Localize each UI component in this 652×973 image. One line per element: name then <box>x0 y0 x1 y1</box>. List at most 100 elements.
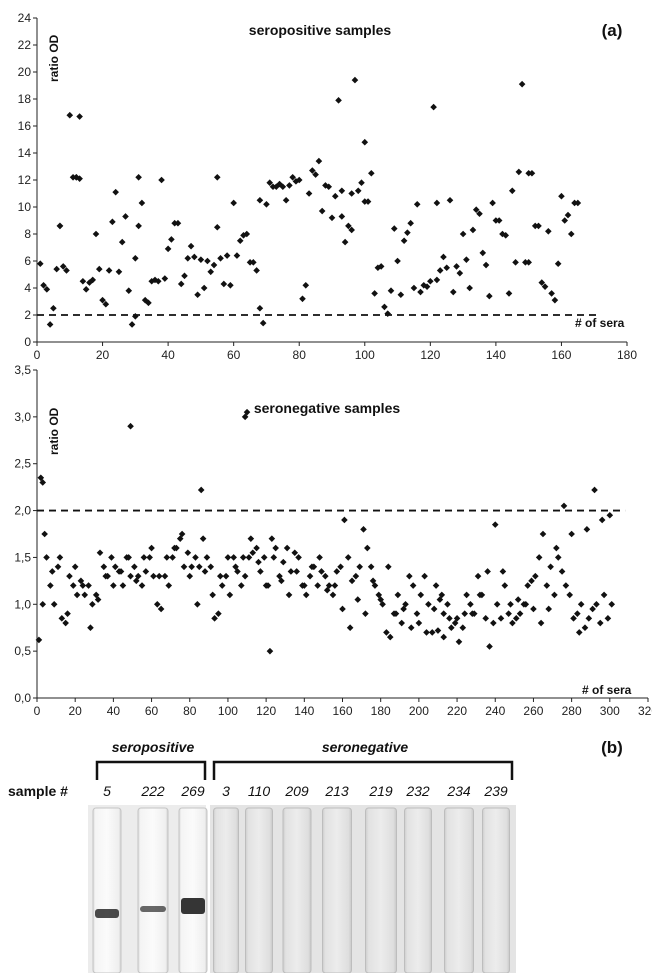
data-point <box>35 636 43 644</box>
y-tick-label: 24 <box>18 11 32 25</box>
data-point <box>574 610 581 617</box>
data-point <box>95 265 103 273</box>
data-point <box>490 619 497 627</box>
data-point <box>37 474 45 482</box>
data-point <box>76 113 83 120</box>
data-point <box>43 554 50 561</box>
data-point <box>73 174 80 181</box>
data-point <box>398 619 405 627</box>
data-point <box>358 179 365 186</box>
data-point <box>440 633 447 641</box>
data-point <box>187 242 195 250</box>
x-tick-label: 100 <box>355 348 375 362</box>
data-point <box>164 245 172 253</box>
data-point <box>62 619 69 627</box>
blot-strip <box>482 807 510 973</box>
data-point <box>168 236 175 243</box>
sample-number: 219 <box>368 783 393 799</box>
y-tick-label: 6 <box>24 254 31 268</box>
data-point <box>608 600 616 608</box>
data-point <box>562 582 570 589</box>
data-point <box>394 257 401 265</box>
data-point <box>585 615 593 622</box>
data-point <box>283 544 291 552</box>
data-point <box>390 225 398 232</box>
data-point <box>577 600 585 608</box>
group-label-seropositive: seropositive <box>112 739 195 755</box>
data-point <box>532 572 539 580</box>
data-point <box>397 291 405 299</box>
data-point <box>230 199 237 207</box>
data-point <box>467 600 474 608</box>
data-point <box>561 217 569 224</box>
data-point <box>125 554 132 561</box>
data-point <box>566 591 574 599</box>
data-point <box>479 249 487 257</box>
x-tick-label: 160 <box>551 348 571 362</box>
data-point <box>289 174 296 181</box>
data-point <box>596 619 604 627</box>
x-tick-label: 60 <box>227 348 241 362</box>
x-tick-group: 0 20 40 60 80 100 120 140 160 180 <box>34 342 637 362</box>
x-tick-label: 140 <box>294 704 314 718</box>
data-point <box>63 267 70 274</box>
data-point <box>404 229 411 236</box>
panel-label-a: (a) <box>602 21 623 40</box>
x-tick-label: 0 <box>34 704 41 718</box>
data-point <box>259 319 267 327</box>
data-point <box>394 591 402 599</box>
x-tick-label: 100 <box>218 704 238 718</box>
data-point <box>151 276 159 284</box>
y-tick-label: 22 <box>18 38 32 52</box>
data-point <box>207 563 215 571</box>
data-point <box>525 259 532 266</box>
data-point <box>256 304 264 312</box>
data-point <box>516 610 524 617</box>
data-point <box>81 591 89 599</box>
data-point <box>260 554 268 561</box>
data-point <box>209 591 216 599</box>
data-point <box>92 230 100 238</box>
x-tick-label: 80 <box>293 348 307 362</box>
x-tick-label: 60 <box>145 704 159 718</box>
data-point <box>518 80 526 88</box>
data-point <box>598 516 606 524</box>
data-point <box>371 290 378 297</box>
data-point <box>427 277 434 285</box>
data-point <box>384 310 392 317</box>
data-point <box>567 230 575 238</box>
x-tick-label: 280 <box>562 704 582 718</box>
data-point <box>420 282 428 289</box>
data-point <box>338 187 346 195</box>
data-point <box>234 568 241 575</box>
data-point <box>203 554 211 561</box>
data-point <box>43 286 51 293</box>
data-point <box>224 554 232 561</box>
data-point <box>453 263 460 270</box>
data-point <box>512 259 519 266</box>
data-point <box>276 180 283 188</box>
data-point <box>348 226 355 234</box>
data-point <box>489 199 496 207</box>
sample-number: 222 <box>140 783 165 799</box>
data-point <box>112 188 119 196</box>
sample-number: 5 <box>103 783 111 799</box>
data-point <box>118 238 126 246</box>
data-point <box>154 277 162 285</box>
data-point <box>528 577 535 585</box>
data-point <box>58 615 66 622</box>
blot-strips <box>88 805 516 973</box>
data-point <box>329 591 337 599</box>
y-tick-label: 0 <box>24 335 31 349</box>
data-point <box>127 572 134 580</box>
data-point <box>583 526 591 533</box>
data-point <box>256 196 264 204</box>
data-point <box>230 554 237 561</box>
data-point <box>71 563 79 571</box>
data-point <box>381 303 388 311</box>
blot-strip <box>365 807 397 973</box>
data-point <box>286 182 293 189</box>
blot-strip <box>322 807 352 973</box>
data-point <box>94 596 102 603</box>
data-point <box>245 554 253 561</box>
